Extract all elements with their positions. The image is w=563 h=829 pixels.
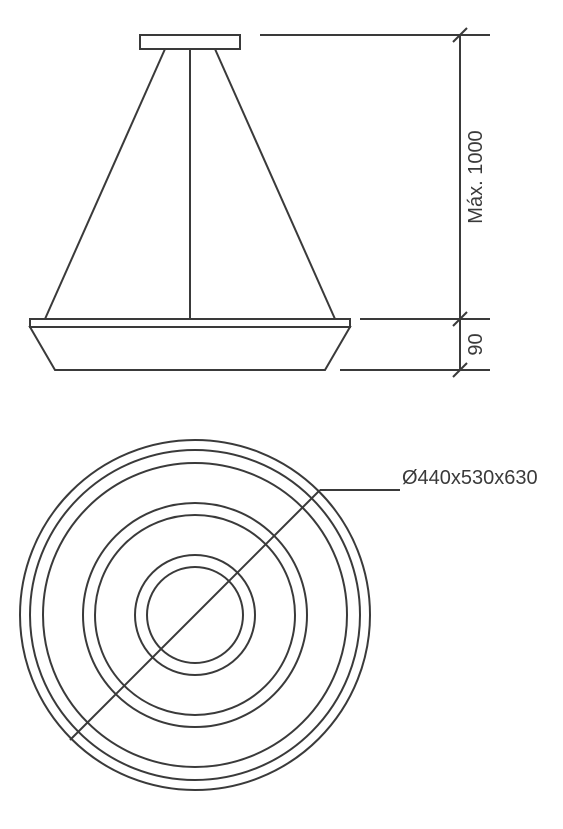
dimension-label-height-total: Máx. 1000 [465, 130, 487, 223]
side-elevation-view [30, 28, 490, 377]
dimension-label-diameter: Ø440x530x630 [402, 467, 538, 489]
plan-view [20, 440, 400, 790]
dimension-drawing: Máx. 1000 90 Ø440x530x630 [0, 0, 563, 829]
dimension-label-height-body: 90 [465, 333, 487, 355]
